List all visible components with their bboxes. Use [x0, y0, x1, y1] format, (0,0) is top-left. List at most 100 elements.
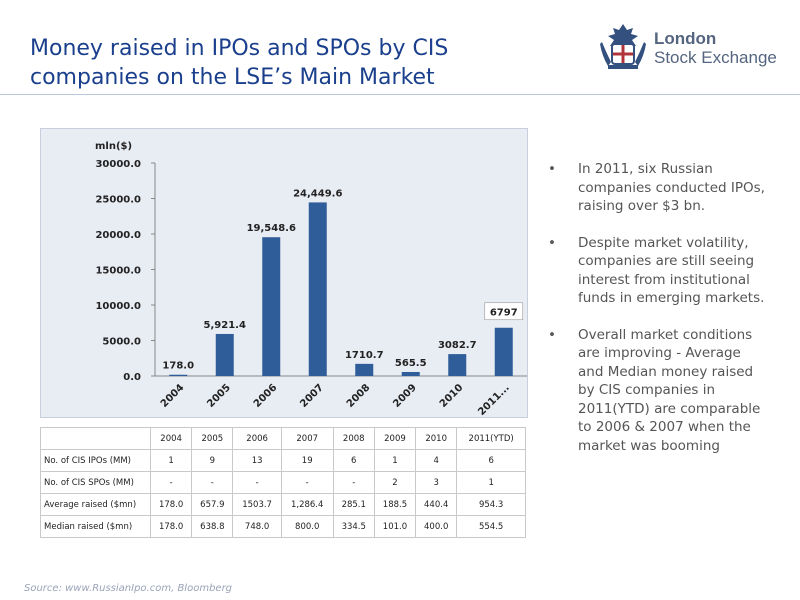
x-category-label: 2007	[298, 382, 325, 409]
table-header-cell: 2010	[415, 427, 458, 450]
table-cell: 2	[373, 471, 417, 494]
table-cell: 9	[191, 449, 234, 472]
bullet-text: Overall market conditions are improving …	[578, 326, 761, 454]
table-cell: -	[149, 471, 193, 494]
bullet-item: • In 2011, six Russian companies conducte…	[548, 160, 768, 216]
bar-2010	[448, 354, 467, 376]
table-row-label: No. of CIS IPOs (MM)	[40, 449, 151, 472]
bullet-item: • Despite market volatility, companies ar…	[548, 234, 768, 308]
table-header-cell: 2006	[232, 427, 282, 450]
table-cell: 19	[280, 449, 334, 472]
table-cell: 400.0	[415, 515, 458, 538]
table-cell: 1	[456, 471, 526, 494]
data-label-box	[484, 302, 524, 321]
table-row-label: No. of CIS SPOs (MM)	[40, 471, 151, 494]
data-label: 1710.7	[345, 350, 384, 361]
crest-icon	[600, 24, 646, 69]
table-cell: 954.3	[456, 493, 526, 516]
x-category-label: 2011...	[476, 382, 512, 417]
table-cell: 1	[149, 449, 193, 472]
table-cell: 657.9	[191, 493, 234, 516]
header-divider	[0, 94, 800, 95]
chart-panel: mln($) 0.0 5000.0 10000.0 15000.0 20000.0 2500…	[40, 128, 528, 418]
logo-text-line-1: London	[654, 29, 717, 48]
bullet-marker: •	[548, 161, 556, 177]
table-cell: 1,286.4	[280, 493, 334, 516]
table-cell: 188.5	[373, 493, 417, 516]
table-cell: 178.0	[149, 515, 193, 538]
stats-table-panel: 2004 2005 2006 2007 2008 2009 2010 2011(YTD) No…	[40, 427, 526, 538]
title-line-1: Money raised in IPOs and SPOs by CIS	[30, 36, 449, 61]
bar-2004	[169, 374, 188, 376]
table-cell: 1503.7	[232, 493, 282, 516]
table-cell: -	[280, 471, 334, 494]
bar-2011...	[494, 327, 513, 376]
table-header-cell: 2005	[191, 427, 234, 450]
y-tick-label: 30000.0	[95, 159, 141, 170]
y-tick-label: 0.0	[123, 372, 141, 383]
table-row: No. of CIS IPOs (MM) 1 9 13 19 6 1 4 6	[40, 449, 526, 472]
table-header-corner	[40, 427, 151, 450]
lse-logo: London Stock Exchange	[598, 22, 783, 74]
y-tick-label: 10000.0	[95, 301, 141, 312]
table-cell: -	[332, 471, 375, 494]
table-cell: 178.0	[149, 493, 193, 516]
bullet-list: • In 2011, six Russian companies conducte…	[548, 160, 768, 473]
bullet-text: Despite market volatility, companies are…	[578, 234, 765, 307]
x-category-label: 2010	[438, 382, 465, 409]
bar-chart: mln($) 0.0 5000.0 10000.0 15000.0 20000.0 2500…	[95, 141, 527, 417]
bar-2008	[355, 363, 374, 376]
bullet-marker: •	[548, 326, 556, 343]
table-row-label: Median raised ($mn)	[40, 515, 151, 538]
data-label: 5,921.4	[204, 320, 246, 331]
table-cell: 4	[415, 449, 458, 472]
table-cell: -	[191, 471, 234, 494]
y-tick-label: 25000.0	[95, 195, 141, 206]
table-header-cell: 2011(YTD)	[456, 427, 526, 450]
source-note: Source: www.RussianIpo.com, Bloomberg	[24, 583, 233, 594]
table-header-cell: 2009	[373, 427, 417, 450]
table-cell: 6	[456, 449, 526, 472]
data-label: 24,449.6	[293, 188, 342, 199]
bullet-marker: •	[548, 234, 556, 251]
table-cell: 334.5	[332, 515, 375, 538]
table-header-cell: 2004	[149, 427, 193, 450]
table-header-row: 2004 2005 2006 2007 2008 2009 2010 2011(YTD)	[40, 427, 526, 450]
slide-title: Money raised in IPOs and SPOs by CIS com…	[30, 34, 570, 92]
table-row: Average raised ($mn) 178.0 657.9 1503.7 1,28…	[40, 493, 526, 516]
table-row-label: Average raised ($mn)	[40, 493, 151, 516]
table-header-cell: 2007	[280, 427, 334, 450]
data-label: 6797	[490, 308, 518, 319]
x-category-label: 2005	[205, 382, 232, 409]
y-tick-label: 5000.0	[102, 337, 141, 348]
table-cell: 285.1	[332, 493, 375, 516]
table-cell: -	[232, 471, 282, 494]
table-cell: 101.0	[373, 515, 417, 538]
bar-2007	[308, 202, 327, 376]
table-cell: 638.8	[191, 515, 234, 538]
stats-table: 2004 2005 2006 2007 2008 2009 2010 2011(YTD) No…	[40, 427, 526, 538]
y-axis-label: mln($)	[95, 141, 132, 152]
x-category-label: 2004	[159, 382, 186, 409]
data-label: 19,548.6	[247, 223, 296, 234]
data-label: 565.5	[395, 358, 427, 369]
bar-2006	[262, 237, 281, 376]
data-label: 178.0	[162, 361, 194, 372]
bullet-item: • Overall market conditions are improving…	[548, 326, 768, 456]
bar-2005	[215, 333, 234, 376]
table-cell: 440.4	[415, 493, 458, 516]
title-line-2: companies on the LSE’s Main Market	[30, 65, 435, 90]
x-category-label: 2009	[391, 382, 418, 409]
y-tick-label: 15000.0	[95, 266, 141, 277]
bar-2009	[401, 371, 420, 376]
table-row: Median raised ($mn) 178.0 638.8 748.0 800.0 3…	[40, 515, 526, 538]
table-row: No. of CIS SPOs (MM) - - - - -2 3 1	[40, 471, 526, 494]
table-header-cell: 2008	[332, 427, 375, 450]
table-cell: 3	[415, 471, 458, 494]
x-category-label: 2006	[252, 382, 279, 409]
y-tick-label: 20000.0	[95, 230, 141, 241]
x-category-label: 2008	[345, 382, 372, 409]
bullet-text: In 2011, six Russian companies conducted…	[578, 161, 765, 214]
table-cell: 554.5	[456, 515, 526, 538]
table-cell: 6	[332, 449, 375, 472]
